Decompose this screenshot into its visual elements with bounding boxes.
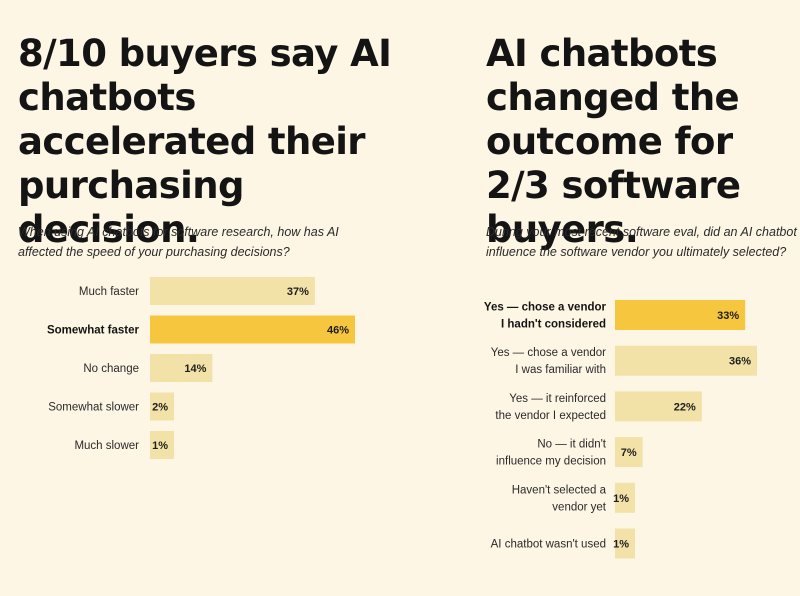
bar-3 [150, 392, 174, 421]
value-label-3: 2% [152, 402, 168, 414]
value-label-1: 36% [729, 356, 751, 368]
category-label-3: Somewhat slower [48, 402, 139, 414]
bar-2 [615, 391, 702, 422]
left-headline: 8/10 buyers say AI chatbots accelerated … [18, 32, 392, 251]
category-label-0-0: Yes — chose a vendor [484, 302, 607, 314]
bar-3 [615, 437, 643, 468]
bar-1 [150, 315, 355, 344]
value-label-0: 37% [287, 286, 309, 298]
vendor-bar-chart: Yes — chose a vendor I hadn't considered 3… [484, 300, 757, 559]
category-label-4-1: vendor yet [552, 501, 607, 513]
bar-4 [150, 431, 174, 459]
right-headline: AI chatbots changed the outcome for 2/3 … [486, 32, 741, 251]
category-label-2-0: Yes — it reinforced [509, 393, 606, 405]
value-label-5: 1% [613, 539, 629, 551]
category-label-0-1: I hadn't considered [501, 319, 606, 331]
bar-1 [615, 345, 757, 376]
value-label-4: 1% [613, 493, 629, 505]
category-label-5: AI chatbot wasn't used [491, 539, 606, 551]
category-label-3-0: No — it didn't [537, 439, 606, 451]
bar-2 [150, 354, 213, 382]
category-label-2: No change [83, 363, 139, 375]
category-label-0: Much faster [79, 286, 139, 298]
value-label-0: 33% [717, 310, 739, 322]
bar-0 [615, 300, 746, 330]
value-label-3: 7% [621, 447, 637, 459]
category-label-1-1: I was familiar with [515, 364, 606, 376]
bar-5 [615, 528, 635, 559]
bar-4 [615, 482, 635, 513]
category-label-1-0: Yes — chose a vendor [491, 347, 606, 359]
right-question: During your most recent software eval, d… [486, 225, 797, 259]
category-label-1: Somewhat faster [47, 325, 140, 337]
speed-bar-chart: Much faster 37% Somewhat faster 46% No chang… [47, 277, 355, 459]
category-label-4: Much slower [74, 440, 139, 452]
left-question: When using AI chatbots for software rese… [18, 225, 339, 259]
value-label-2: 22% [674, 401, 696, 413]
value-label-4: 1% [152, 440, 168, 452]
category-label-3-1: influence my decision [496, 456, 606, 468]
value-label-2: 14% [184, 363, 206, 375]
category-label-4-0: Haven't selected a [512, 484, 607, 496]
bar-0 [150, 277, 315, 305]
value-label-1: 46% [327, 325, 349, 337]
category-label-2-1: the vendor I expected [495, 410, 606, 422]
